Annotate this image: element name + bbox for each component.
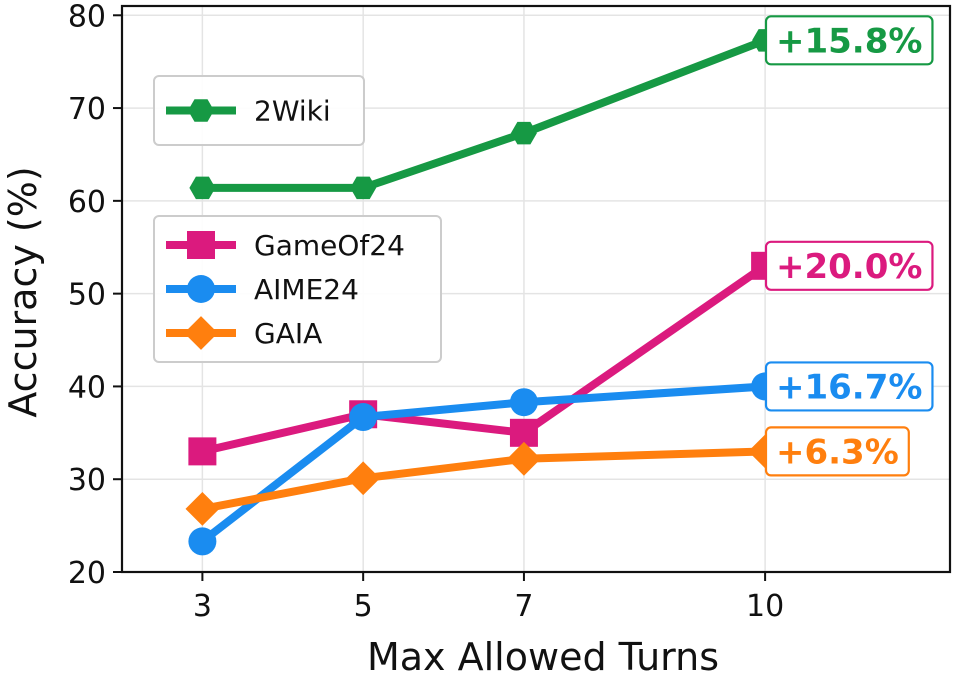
legend-center-left: GameOf24 AIME24 GAIA [153,215,442,363]
gain-box-2wiki [764,15,934,66]
y-tick-label: 70 [68,92,106,127]
y-tick-label: 30 [68,463,106,498]
data-point-gaia-5 [346,461,381,496]
data-point-aime24-7 [509,388,538,417]
series-line-2wiki [198,36,770,192]
legend-marker-gameof24 [187,231,215,259]
legend-frame [153,75,365,146]
x-tick-label: 3 [193,589,212,624]
gain-box-gameof24 [764,240,934,291]
legend-label-gameof24: GameOf24 [254,229,405,262]
data-point-2wiki-7 [510,121,537,145]
y-tick-label: 80 [68,0,106,34]
data-point-gameof24-3 [188,437,217,466]
legend-label-2wiki: 2Wiki [254,95,331,128]
gain-box-aime24 [764,361,934,412]
series-line-gameof24 [198,261,770,456]
series-line-gaia [198,447,770,513]
series-line-aime24 [198,382,770,546]
legend-upper-left: 2Wiki [153,75,365,146]
gain-label-2wiki: +15.8% [776,21,922,61]
gain-box-gaia [764,426,910,477]
x-axis-title: Max Allowed Turns [367,635,719,676]
data-point-2wiki-3 [189,176,216,200]
legend-label-gaia: GAIA [254,317,322,350]
series-lines [185,29,783,556]
gain-label-aime24: +16.7% [776,367,922,407]
plot-frame [120,4,952,574]
legend-frame [153,215,442,363]
x-tick-label: 5 [354,589,373,624]
legend-marker-gaia [184,316,218,350]
gain-label-gameof24: +20.0% [776,247,922,287]
data-point-aime24-5 [349,403,378,432]
data-point-aime24-3 [188,527,217,556]
legend-label-aime24: AIME24 [254,273,359,306]
series-gaia [185,434,783,526]
x-tick-label: 10 [746,589,784,624]
y-axis-title: Accuracy (%) [1,166,45,417]
legend-marker-2wiki [188,99,214,122]
data-point-gaia-7 [507,441,541,476]
data-point-gaia-3 [185,492,220,526]
gain-label-gaia: +6.3% [776,432,899,472]
y-tick-label: 20 [68,556,106,591]
axes: 3 5 7 10 20 30 40 50 60 70 80 [68,0,952,624]
y-tick-label: 60 [68,185,106,220]
gain-annotations: +15.8% +20.0% +16.7% +6.3% [764,15,934,477]
x-tick-label: 7 [514,589,533,624]
y-tick-label: 50 [68,278,106,313]
y-tick-label: 40 [68,370,106,405]
data-point-2wiki-5 [350,176,377,200]
legends: 2Wiki GameOf24 AIME24 GAIA [153,75,442,363]
legend-marker-aime24 [187,275,215,303]
